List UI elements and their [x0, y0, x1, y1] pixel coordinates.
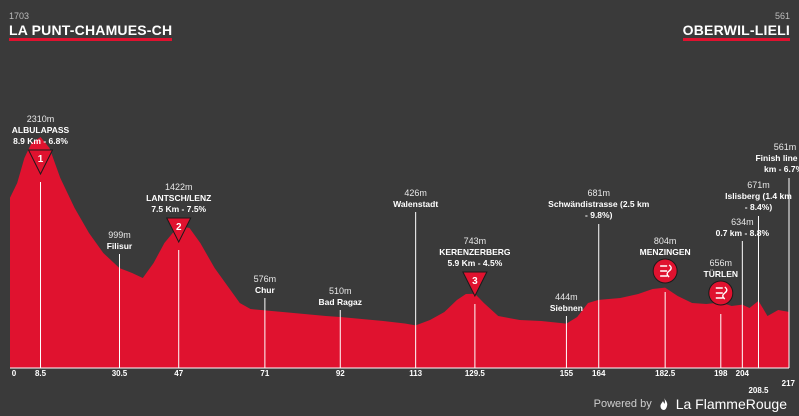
climb-category-icon: [462, 271, 488, 298]
marker-name-label: Islisberg (1.4 km: [725, 191, 792, 201]
marker-elevation-label: 444m: [555, 292, 578, 302]
distance-tick-label: 8.5: [35, 369, 47, 378]
marker-name-label: Bad Ragaz: [319, 297, 362, 307]
footer: Powered by La FlammeRouge: [594, 396, 787, 412]
distance-tick-label: 92: [336, 369, 345, 378]
distance-tick-label: 208.5: [748, 386, 769, 395]
marker-elevation-label: 634m: [731, 217, 754, 227]
marker-detail-label: 8.9 Km - 6.8%: [13, 136, 68, 146]
marker-name-label: Siebnen: [550, 303, 583, 313]
marker-name-label: Finish line (2.5: [755, 153, 799, 163]
marker-detail-label: 5.9 Km - 4.5%: [447, 258, 502, 268]
climb-category-icon: [27, 149, 54, 176]
climb-category-number: 3: [472, 276, 478, 287]
start-location: LA PUNT-CHAMUES-CH: [9, 23, 173, 41]
distance-tick-label: 198: [714, 369, 728, 378]
flame-logo-icon: [660, 398, 667, 410]
sprint-icon-glyph: [715, 286, 728, 300]
marker-detail-label: - 9.8%): [585, 210, 613, 220]
distance-tick-label: 164: [592, 369, 606, 378]
marker-elevation-label: 2310m: [27, 114, 55, 124]
distance-tick-label: 182.5: [655, 369, 676, 378]
marker-elevation-label: 426m: [404, 188, 427, 198]
start-elevation: 1703: [9, 11, 30, 21]
distance-tick-label: 47: [174, 369, 183, 378]
distance-tick-label: 113: [409, 369, 422, 378]
marker-name-label: Walenstadt: [393, 199, 438, 209]
marker-elevation-label: 510m: [329, 286, 352, 296]
marker-name-label: LANTSCH/LENZ: [146, 193, 211, 203]
climb-category-number: 2: [176, 222, 182, 233]
marker-name-label: ALBULAPASS: [12, 125, 70, 135]
powered-by-label: Powered by: [593, 398, 652, 410]
marker-elevation-label: 999m: [108, 230, 131, 240]
distance-tick-label: 204: [736, 369, 750, 378]
distance-tick-label: 71: [260, 369, 269, 378]
climb-category-icon: [165, 217, 192, 244]
climb-category-number: 1: [38, 154, 44, 165]
finish-location: OBERWIL-LIELI: [682, 23, 790, 41]
distance-tick-label: 129.5: [465, 369, 486, 378]
elevation-profile-area: [10, 137, 789, 368]
marker-detail-label: 7.5 Km - 7.5%: [151, 204, 206, 214]
distance-tick-label: 30.5: [112, 369, 128, 378]
distance-tick-label: 217: [782, 379, 796, 388]
marker-elevation-label: 743m: [464, 236, 487, 246]
marker-detail-label: - 8.4%): [745, 202, 773, 212]
marker-name-label: 0.7 km - 8.8%: [716, 228, 770, 238]
marker-elevation-label: 1422m: [165, 182, 193, 192]
brand-name: La FlammeRouge: [675, 396, 787, 412]
marker-elevation-label: 671m: [747, 180, 770, 190]
marker-name-label: Filisur: [107, 241, 133, 251]
marker-elevation-label: 561m: [774, 142, 797, 152]
marker-name-label: TÜRLEN: [704, 269, 738, 279]
marker-elevation-label: 576m: [254, 274, 277, 284]
sprint-icon-glyph: [660, 264, 672, 278]
marker-detail-label: km - 6.7%): [764, 164, 799, 174]
distance-tick-label: 0: [12, 369, 17, 378]
marker-elevation-label: 804m: [654, 236, 677, 246]
distance-tick-label: 155: [560, 369, 574, 378]
marker-elevation-label: 681m: [587, 188, 610, 198]
marker-name-label: Schwändistrasse (2.5 km: [548, 199, 650, 209]
finish-elevation: 561: [774, 11, 790, 21]
marker-name-label: KERENZERBERG: [439, 247, 511, 257]
marker-name-label: MENZINGEN: [640, 247, 691, 257]
marker-name-label: Chur: [255, 285, 276, 295]
marker-elevation-label: 656m: [710, 258, 733, 268]
